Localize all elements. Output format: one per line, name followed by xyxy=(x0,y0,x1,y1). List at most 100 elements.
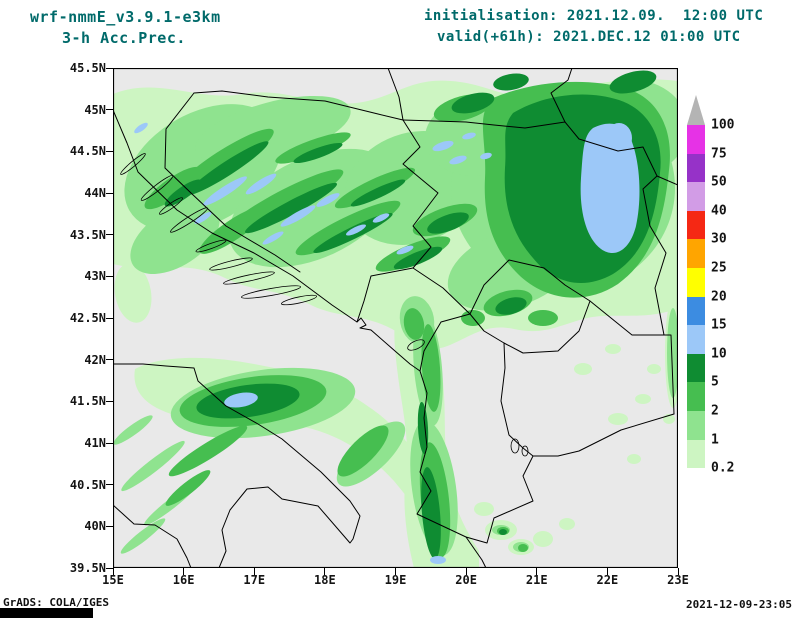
border-macedonia-bulgaria xyxy=(663,334,675,415)
valid-time: valid(+61h): 2021.DEC.12 01:00 UTC xyxy=(437,29,741,45)
border-montenegro-albania xyxy=(419,313,471,372)
lat-tick-label: 43.5N xyxy=(69,227,106,242)
precip-area-2mm xyxy=(275,132,351,164)
lat-tick-mark xyxy=(106,234,113,236)
precip-area-10mm xyxy=(462,132,476,140)
lat-tick-mark xyxy=(106,525,113,527)
lat-tick-label: 40.5N xyxy=(69,477,106,492)
precip-area-2mm xyxy=(295,200,401,256)
border-drina-montenegro xyxy=(356,119,439,323)
colorbar-segment-below-min xyxy=(687,468,705,539)
colorbar-segment xyxy=(687,439,705,469)
precip-area-10mm xyxy=(316,193,340,207)
coastline-italy-adriatic xyxy=(113,363,361,568)
precip-area-10mm xyxy=(372,213,390,223)
precip-area-2mm xyxy=(168,425,248,477)
map-svg xyxy=(113,68,678,568)
precip-shading xyxy=(113,70,678,568)
colorbar-tick-label: 1 xyxy=(711,432,719,448)
island-outlines xyxy=(120,153,318,306)
colorbar-tick-label: 5 xyxy=(711,374,719,390)
precip-area-10mm xyxy=(396,245,414,255)
colorbar-tick-label: 25 xyxy=(711,260,727,276)
lat-tick-label: 44.5N xyxy=(69,144,106,159)
precip-area-5mm xyxy=(609,70,657,94)
colorbar: 100 75 50 40 30 25 20 15 10 5 2 1 0.2 xyxy=(687,95,757,545)
precip-area-5mm xyxy=(499,529,507,535)
precip-area-2mm xyxy=(518,544,528,552)
colorbar-tick-label: 2 xyxy=(711,403,719,419)
lon-tick-label: 15E xyxy=(102,573,124,587)
precip-area-5mm xyxy=(427,212,469,234)
lat-tick-mark xyxy=(106,67,113,69)
colorbar-segment xyxy=(687,353,705,383)
precip-area-5mm xyxy=(393,246,443,270)
colorbar-tick-label: 40 xyxy=(711,203,727,219)
lat-tick-label: 42N xyxy=(84,352,106,367)
colorbar-segment xyxy=(687,267,705,297)
precip-area-1mm xyxy=(120,518,166,554)
precip-area-10mm xyxy=(203,176,247,206)
precip-area-10mm xyxy=(224,392,258,408)
precip-area-0.2mm xyxy=(533,531,553,547)
lat-axis: 45.5N 45N 44.5N 44N 43.5N 43N 42.5N 42N 41.5N 41N… xyxy=(58,61,108,575)
precip-area-2mm xyxy=(403,308,425,340)
lon-tick-mark xyxy=(112,568,114,575)
precip-area-10mm xyxy=(134,122,148,134)
lake-outlines xyxy=(407,339,529,457)
border-romania-bulgaria xyxy=(656,175,678,186)
colorbar-tick-label: 15 xyxy=(711,317,727,333)
precip-area-0.2mm xyxy=(635,394,651,404)
precip-area-10mm xyxy=(580,123,640,254)
lon-tick-mark xyxy=(465,568,467,575)
coastline-adriatic-east xyxy=(113,109,487,568)
precip-area-1mm xyxy=(667,308,678,398)
map-plot xyxy=(113,68,678,568)
lat-tick-mark xyxy=(106,400,113,402)
lat-tick-label: 40N xyxy=(84,519,106,534)
precip-area-10mm xyxy=(432,140,454,152)
precip-area-10mm xyxy=(346,224,366,236)
lat-tick-label: 45.5N xyxy=(69,61,106,75)
precip-area-1mm xyxy=(121,440,185,492)
precip-area-5mm xyxy=(164,179,202,207)
colorbar-tick-label: 20 xyxy=(711,289,727,305)
precip-area-0.2mm xyxy=(114,263,152,323)
border-serbia-romania-north xyxy=(550,68,573,123)
precip-area-5mm xyxy=(495,297,527,315)
colorbar-segment xyxy=(687,239,705,268)
colorbar-tick-label: 10 xyxy=(711,346,727,362)
lon-axis: 15E 16E 17E 18E 19E 20E 21E 22E 23E xyxy=(102,573,689,589)
precip-area-5mm xyxy=(451,92,495,114)
lon-tick-mark xyxy=(324,568,326,575)
precip-area-5mm xyxy=(350,179,406,207)
lon-tick-label: 17E xyxy=(243,573,266,587)
colorbar-tick-label: 0.2 xyxy=(711,460,735,476)
colorbar-segment xyxy=(687,210,705,240)
lon-tick-label: 21E xyxy=(525,573,548,587)
lat-tick-label: 41.5N xyxy=(69,394,106,409)
lat-tick-mark xyxy=(106,109,113,111)
border-macedonia-greece xyxy=(532,413,675,457)
lon-tick-mark xyxy=(536,568,538,575)
precip-area-10mm xyxy=(245,173,277,195)
lat-tick-label: 44N xyxy=(84,186,106,200)
border-albania-macedonia xyxy=(500,342,534,457)
precip-area-10mm xyxy=(194,212,212,224)
lon-tick-label: 18E xyxy=(314,573,336,587)
precip-area-2mm xyxy=(165,470,211,506)
lon-tick-label: 20E xyxy=(455,573,477,587)
colorbar-segment xyxy=(687,382,705,411)
precip-area-5mm xyxy=(493,73,529,91)
border-danube-serbia xyxy=(402,119,667,336)
border-kosovo xyxy=(469,259,591,354)
lat-tick-label: 39.5N xyxy=(69,561,106,575)
lon-tick-mark xyxy=(606,568,608,575)
product-name: 3-h Acc.Prec. xyxy=(62,29,186,47)
precip-area-2mm xyxy=(528,310,558,326)
precip-area-2mm xyxy=(144,166,202,210)
lat-tick-mark xyxy=(106,442,113,444)
precip-area-0.2mm xyxy=(474,502,494,516)
precip-area-5mm xyxy=(417,402,429,454)
